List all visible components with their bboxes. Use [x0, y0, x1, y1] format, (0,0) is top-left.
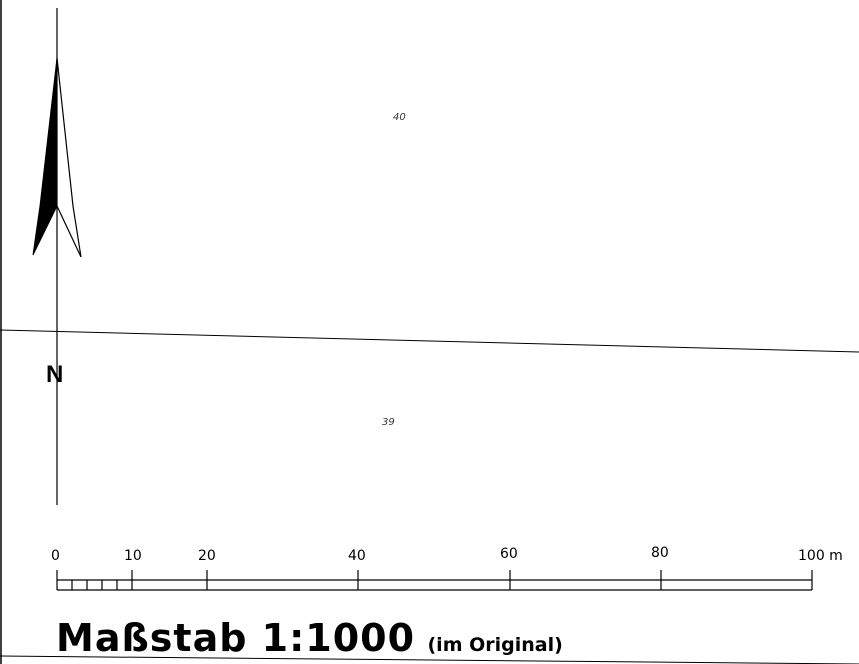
north-letter: N: [46, 361, 63, 388]
scale-title-main: Maßstab 1:1000: [56, 616, 415, 660]
scale-tick-label-40: 40: [348, 548, 366, 564]
parcel-label-40: 40: [393, 112, 406, 123]
scale-tick-label-60: 60: [500, 546, 518, 562]
north-arrow-left-half: [32, 57, 58, 256]
parcel-boundary-line: [0, 329, 859, 353]
scale-title-note: (im Original): [428, 634, 563, 656]
scale-title: Maßstab 1:1000 (im Original): [56, 616, 563, 660]
scale-end-label: 100 m: [798, 548, 843, 564]
scale-tick-label-20: 20: [198, 548, 216, 564]
scale-bar: 0 10 20 40 60 80 100 m: [51, 545, 843, 591]
bottom-border-line: [0, 655, 859, 664]
scale-tick-label-0: 0: [51, 548, 60, 564]
scale-tick-label-10: 10: [124, 548, 142, 564]
parcel-label-39: 39: [382, 417, 395, 428]
north-arrow-icon: N: [32, 8, 82, 505]
north-arrow-right-half: [56, 57, 82, 258]
scale-tick-label-80: 80: [651, 545, 669, 561]
scale-bar-graphic: [56, 570, 813, 591]
